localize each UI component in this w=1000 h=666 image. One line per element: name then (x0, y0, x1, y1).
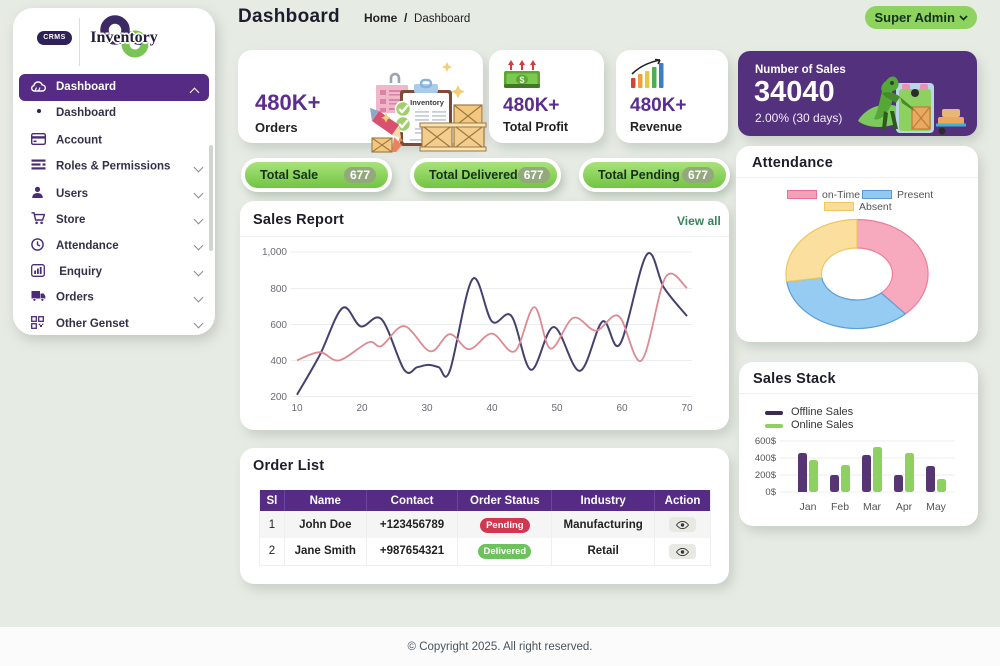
svg-text:1,000: 1,000 (262, 247, 287, 258)
svg-text:10: 10 (291, 403, 303, 414)
svg-text:30: 30 (421, 403, 433, 414)
svg-text:400$: 400$ (755, 453, 777, 464)
svg-text:600$: 600$ (755, 436, 777, 447)
svg-text:200: 200 (270, 392, 287, 403)
svg-text:20: 20 (356, 403, 368, 414)
svg-text:Mar: Mar (863, 501, 882, 513)
svg-text:600: 600 (270, 320, 287, 331)
svg-text:May: May (926, 501, 947, 513)
svg-text:200$: 200$ (755, 470, 777, 481)
svg-text:0$: 0$ (765, 487, 776, 498)
svg-text:50: 50 (551, 403, 563, 414)
svg-text:800: 800 (270, 284, 287, 295)
svg-text:70: 70 (681, 403, 693, 414)
svg-text:40: 40 (486, 403, 498, 414)
svg-text:Feb: Feb (831, 501, 849, 513)
svg-text:Jan: Jan (800, 501, 817, 513)
svg-text:Inventory: Inventory (410, 98, 445, 107)
svg-text:Apr: Apr (896, 501, 913, 513)
svg-text:60: 60 (616, 403, 628, 414)
svg-text:$: $ (519, 75, 524, 85)
svg-text:400: 400 (270, 356, 287, 367)
